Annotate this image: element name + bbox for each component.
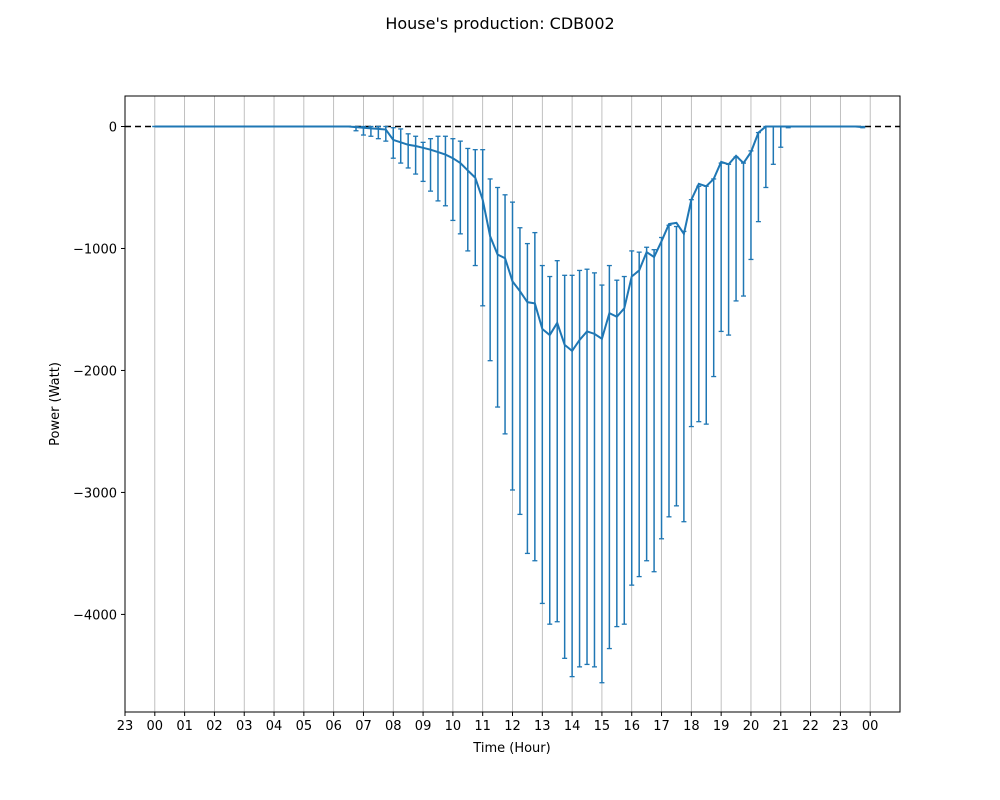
x-tick-label: 00 <box>862 719 879 734</box>
x-tick-label: 18 <box>683 719 700 734</box>
x-tick-label: 07 <box>355 719 372 734</box>
x-tick-label: 15 <box>594 719 611 734</box>
x-tick-label: 06 <box>325 719 342 734</box>
x-tick-label: 04 <box>266 719 283 734</box>
y-axis-label: Power (Watt) <box>48 362 63 446</box>
x-tick-label: 23 <box>832 719 849 734</box>
series-line <box>154 125 863 353</box>
x-tick-label: 13 <box>534 719 551 734</box>
x-tick-label: 00 <box>147 719 164 734</box>
x-tick-label: 14 <box>564 719 581 734</box>
x-tick-label: 08 <box>385 719 402 734</box>
y-tick-label: −3000 <box>73 486 117 501</box>
y-tick-label: −2000 <box>73 364 117 379</box>
x-axis-ticks: 23 00 01 02 03 04 05 06 07 08 09 10 11 12 13 14 15 16 17 18… <box>117 712 879 734</box>
x-tick-label: 22 <box>802 719 819 734</box>
y-axis-ticks: 0 −1000 −2000 −3000 −4000 <box>73 120 125 623</box>
x-tick-label: 12 <box>504 719 521 734</box>
y-tick-label: −1000 <box>73 242 117 257</box>
x-axis-label: Time (Hour) <box>472 741 550 756</box>
x-tick-label: 10 <box>445 719 462 734</box>
error-bars <box>152 125 866 684</box>
x-tick-label: 02 <box>206 719 223 734</box>
x-tick-label: 05 <box>296 719 313 734</box>
x-tick-label: 01 <box>176 719 193 734</box>
x-tick-label: 20 <box>743 719 760 734</box>
x-tick-label: 09 <box>415 719 432 734</box>
x-tick-label: 19 <box>713 719 730 734</box>
x-tick-label: 16 <box>623 719 640 734</box>
x-tick-label: 03 <box>236 719 253 734</box>
x-tick-label: 17 <box>653 719 670 734</box>
x-tick-label: 21 <box>772 719 789 734</box>
y-tick-label: 0 <box>109 120 117 135</box>
chart-title: House's production: CDB002 <box>385 14 614 33</box>
x-tick-label: 23 <box>117 719 134 734</box>
x-tick-label: 11 <box>474 719 491 734</box>
y-tick-label: −4000 <box>73 608 117 623</box>
